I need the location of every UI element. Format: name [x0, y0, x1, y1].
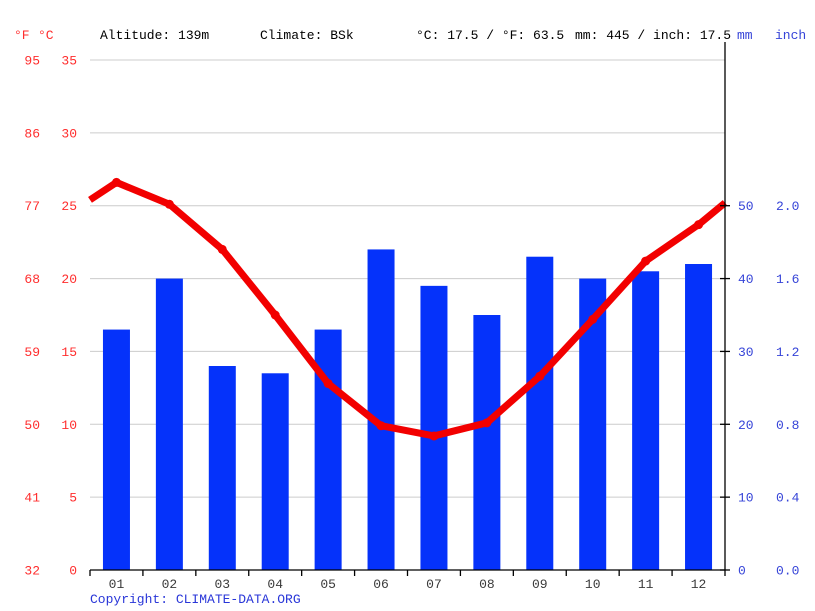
mm-axis-title: mm: [737, 28, 753, 43]
climate-classification-text: Climate: BSk: [260, 28, 354, 43]
inch-tick-label: 0.4: [776, 491, 800, 506]
fahrenheit-axis-title: °F: [14, 28, 30, 43]
celsius-tick-label: 30: [61, 126, 77, 141]
temperature-point-03: [217, 244, 227, 254]
precip-bar-01: [102, 329, 130, 570]
temperature-point-02: [164, 199, 174, 209]
precip-bar-08: [473, 315, 501, 570]
copyright-prefix: Copyright:: [90, 592, 176, 607]
celsius-tick-label: 15: [61, 345, 77, 360]
precip-bar-07: [420, 285, 448, 570]
inch-tick-label: 1.2: [776, 345, 799, 360]
inch-axis-title: inch: [775, 28, 807, 43]
inch-tick-label: 2.0: [776, 199, 799, 214]
celsius-tick-label: 0: [69, 564, 77, 579]
mm-tick-label: 30: [738, 345, 754, 360]
month-label-08: 08: [479, 577, 495, 592]
month-label-06: 06: [373, 577, 389, 592]
precip-bar-09: [526, 256, 554, 570]
fahrenheit-tick-label: 77: [24, 199, 40, 214]
precip-bar-04: [261, 373, 289, 570]
precip-bar-03: [208, 366, 236, 570]
temperature-point-01: [111, 177, 121, 187]
month-label-02: 02: [162, 577, 178, 592]
fahrenheit-tick-label: 59: [24, 345, 40, 360]
mm-tick-label: 40: [738, 272, 754, 287]
fahrenheit-tick-label: 41: [24, 491, 40, 506]
precip-bar-11: [632, 271, 660, 570]
temperature-point-08: [482, 418, 492, 428]
temperature-point-11: [641, 256, 651, 266]
month-label-12: 12: [691, 577, 707, 592]
precip-bar-06: [367, 249, 395, 570]
altitude-text: Altitude: 139m: [100, 28, 210, 43]
temperature-point-07: [429, 431, 439, 441]
annual-precipitation-text: mm: 445 / inch: 17.5: [575, 28, 732, 43]
mm-tick-label: 0: [738, 564, 746, 579]
month-label-03: 03: [214, 577, 230, 592]
fahrenheit-tick-label: 50: [24, 418, 40, 433]
temperature-line: [88, 178, 728, 440]
month-label-01: 01: [109, 577, 125, 592]
precip-bar-12: [685, 264, 713, 570]
temperature-point-06: [376, 421, 386, 431]
mm-tick-label: 50: [738, 199, 754, 214]
month-label-09: 09: [532, 577, 548, 592]
month-label-05: 05: [320, 577, 336, 592]
inch-tick-label: 0.8: [776, 418, 799, 433]
temperature-point-12: [694, 220, 704, 230]
fahrenheit-tick-label: 86: [24, 126, 40, 141]
fahrenheit-tick-label: 68: [24, 272, 40, 287]
celsius-axis-title: °C: [38, 28, 54, 43]
temperature-point-09: [535, 371, 545, 381]
month-label-04: 04: [267, 577, 283, 592]
temperature-point-10: [588, 314, 598, 324]
average-temperature-text: °C: 17.5 / °F: 63.5: [416, 28, 565, 43]
celsius-tick-label: 10: [61, 418, 77, 433]
mm-tick-label: 10: [738, 491, 754, 506]
inch-tick-label: 0.0: [776, 564, 799, 579]
copyright-link[interactable]: CLIMATE-DATA.ORG: [175, 592, 301, 607]
month-label-07: 07: [426, 577, 442, 592]
month-label-11: 11: [638, 577, 654, 592]
mm-tick-label: 20: [738, 418, 754, 433]
copyright-line: Copyright: CLIMATE-DATA.ORG: [90, 592, 301, 607]
celsius-tick-label: 5: [69, 491, 77, 506]
inch-tick-label: 1.6: [776, 272, 799, 287]
celsius-tick-label: 35: [61, 54, 77, 69]
month-label-10: 10: [585, 577, 601, 592]
celsius-tick-label: 25: [61, 199, 77, 214]
temperature-point-04: [270, 310, 280, 320]
fahrenheit-tick-label: 95: [24, 54, 40, 69]
temperature-point-05: [323, 378, 333, 388]
precip-bar-02: [155, 278, 183, 570]
fahrenheit-tick-label: 32: [24, 564, 40, 579]
celsius-tick-label: 20: [61, 272, 77, 287]
